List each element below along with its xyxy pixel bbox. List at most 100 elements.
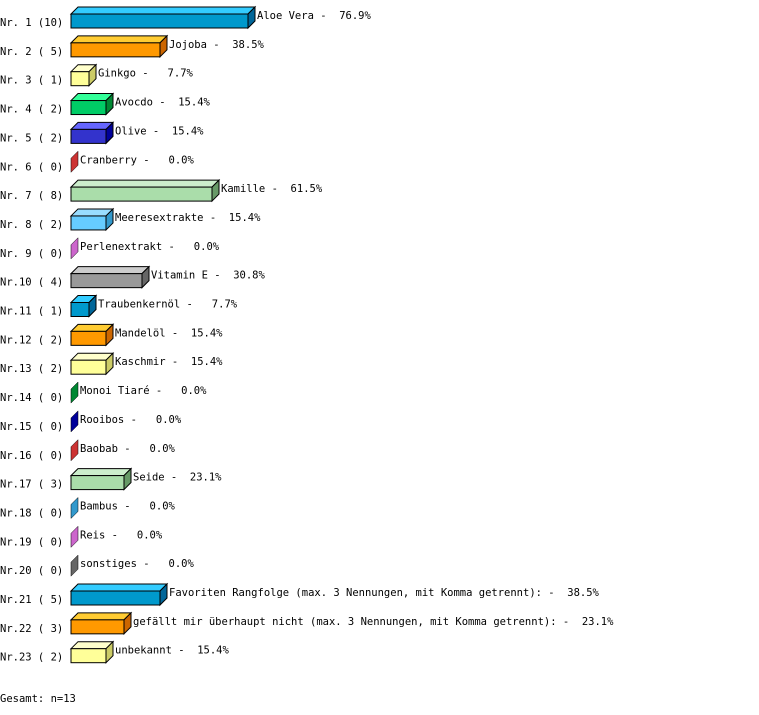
value-label: Reis - 0.0% xyxy=(80,529,163,541)
value-label: Monoi Tiaré - 0.0% xyxy=(80,385,207,397)
percent-label: 0.0% xyxy=(137,500,176,512)
bar xyxy=(70,71,90,87)
bar-side xyxy=(70,381,79,404)
bar-row: Nr. 2 ( 5) Jojoba - 38.5% xyxy=(0,34,265,59)
value-label: Favoriten Rangfolge (max. 3 Nennungen, m… xyxy=(169,587,600,599)
bar xyxy=(70,273,143,289)
bar-side xyxy=(88,294,97,318)
row-label: Nr.22 ( 3) xyxy=(0,623,63,635)
percent-label: 0.0% xyxy=(181,241,220,253)
separator: - xyxy=(204,212,223,224)
value-label: Baobab - 0.0% xyxy=(80,443,176,455)
bar-side xyxy=(159,34,168,59)
percent-label: 23.1% xyxy=(576,616,615,628)
row-label: Nr.12 ( 2) xyxy=(0,334,63,346)
percent-label: 38.5% xyxy=(561,587,600,599)
percent-label: 15.4% xyxy=(191,645,230,657)
percent-label: 0.0% xyxy=(143,414,182,426)
value-label: Seide - 23.1% xyxy=(133,472,222,484)
bar-row: Nr.18 ( 0) Bambus - 0.0% xyxy=(0,496,176,520)
percent-label: 38.5% xyxy=(226,39,265,51)
category-name: unbekannt xyxy=(115,645,172,657)
category-name: Ginkgo xyxy=(98,68,136,80)
category-name: Seide xyxy=(133,472,165,484)
bar-row: Nr.15 ( 0) Rooibos - 0.0% xyxy=(0,410,182,433)
percent-label: 15.4% xyxy=(222,212,261,224)
category-name: Perlenextrakt xyxy=(80,241,162,253)
percent-label: 15.4% xyxy=(185,356,224,368)
bar xyxy=(70,648,107,664)
percent-label: 15.4% xyxy=(172,97,211,109)
category-name: Favoriten Rangfolge (max. 3 Nennungen, m… xyxy=(169,587,542,599)
row-label: Nr.17 ( 3) xyxy=(0,479,63,491)
bar-top xyxy=(69,583,169,592)
bar-side xyxy=(141,265,150,289)
row-label: Nr.20 ( 0) xyxy=(0,565,63,577)
value-label: Kaschmir - 15.4% xyxy=(115,356,223,368)
separator: - xyxy=(542,587,561,599)
bar-top xyxy=(69,266,151,275)
separator: - xyxy=(150,385,169,397)
percent-label: 0.0% xyxy=(156,154,195,166)
bar-side xyxy=(105,323,114,347)
bar-row: Nr.19 ( 0) Reis - 0.0% xyxy=(0,525,163,548)
row-label: Nr. 6 ( 0) xyxy=(0,161,63,173)
bar xyxy=(70,215,107,231)
row-label: Nr. 3 ( 1) xyxy=(0,75,63,87)
separator: - xyxy=(153,97,172,109)
bar-side xyxy=(70,439,79,462)
bar-row: Nr.21 ( 5) Favoriten Rangfolge (max. 3 Ne… xyxy=(0,582,600,607)
category-name: Baobab xyxy=(80,443,118,455)
category-name: Bambus xyxy=(80,500,118,512)
separator: - xyxy=(166,356,185,368)
bar-side xyxy=(105,121,114,145)
row-label: Nr.21 ( 5) xyxy=(0,594,63,606)
percent-label: 61.5% xyxy=(284,183,323,195)
bar-side xyxy=(70,525,79,548)
percent-label: 7.7% xyxy=(199,299,238,311)
bar-row: Nr.12 ( 2) Mandelöl - 15.4% xyxy=(0,323,224,347)
value-label: Jojoba - 38.5% xyxy=(169,39,265,51)
bar xyxy=(70,100,107,116)
bar-side xyxy=(70,496,79,520)
percent-label: 0.0% xyxy=(124,529,163,541)
separator: - xyxy=(172,645,191,657)
category-name: Rooibos xyxy=(80,414,124,426)
bar-side xyxy=(247,5,256,30)
value-label: Rooibos - 0.0% xyxy=(80,414,182,426)
bar-side xyxy=(70,410,79,433)
row-label: Nr.15 ( 0) xyxy=(0,421,63,433)
category-name: Vitamin E xyxy=(151,270,208,282)
bar-side xyxy=(70,150,79,173)
bar-row: Nr. 6 ( 0) Cranberry - 0.0% xyxy=(0,150,195,173)
bar-row: Nr.13 ( 2) Kaschmir - 15.4% xyxy=(0,351,223,376)
category-name: Kamille xyxy=(221,183,265,195)
separator: - xyxy=(557,616,576,628)
bar xyxy=(70,128,107,144)
separator: - xyxy=(165,472,184,484)
percent-label: 15.4% xyxy=(166,125,205,137)
row-label: Nr.16 ( 0) xyxy=(0,450,63,462)
bar xyxy=(70,302,90,317)
row-label: Nr.10 ( 4) xyxy=(0,277,63,289)
separator: - xyxy=(162,241,181,253)
bar-side xyxy=(123,611,132,636)
bar-row: Nr. 7 ( 8) Kamille - 61.5% xyxy=(0,178,323,203)
separator: - xyxy=(265,183,284,195)
bar-top xyxy=(69,179,221,188)
percent-label: 15.4% xyxy=(185,327,224,339)
category-name: Cranberry xyxy=(80,154,137,166)
bar-side xyxy=(123,467,132,491)
bar xyxy=(70,359,107,375)
value-label: Avocdo - 15.4% xyxy=(115,97,211,109)
category-name: Jojoba xyxy=(169,39,207,51)
bar-side xyxy=(105,207,114,232)
separator: - xyxy=(124,414,143,426)
row-label: Nr. 4 ( 2) xyxy=(0,104,63,116)
row-label: Nr.19 ( 0) xyxy=(0,536,63,548)
value-label: Meeresextrakte - 15.4% xyxy=(115,212,261,224)
category-name: Aloe Vera xyxy=(257,10,314,22)
row-label: Nr.18 ( 0) xyxy=(0,507,63,519)
category-name: sonstiges xyxy=(80,558,137,570)
